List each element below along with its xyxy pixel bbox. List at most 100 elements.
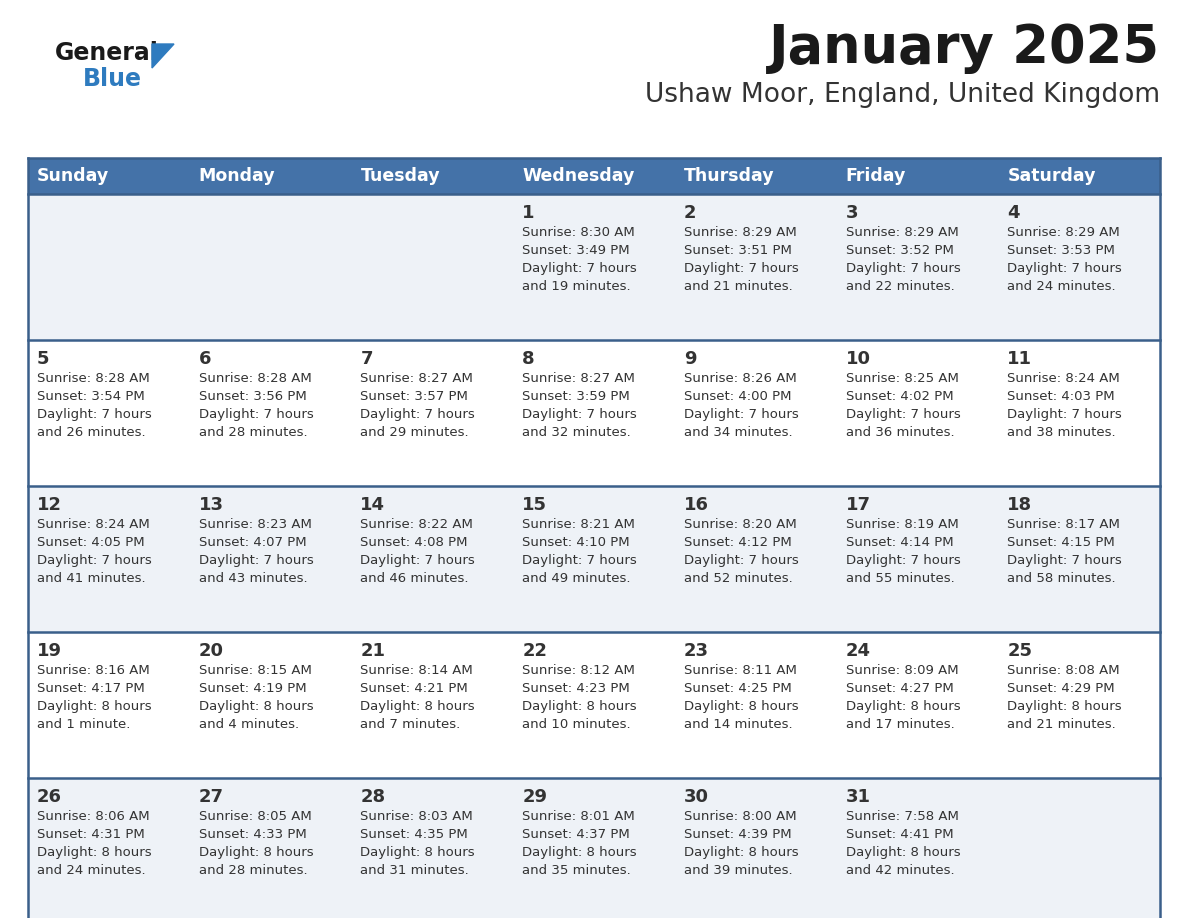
- Text: Daylight: 7 hours: Daylight: 7 hours: [1007, 408, 1121, 421]
- Bar: [29, 486, 190, 632]
- Text: Sunrise: 8:29 AM: Sunrise: 8:29 AM: [1007, 226, 1120, 239]
- Text: Sunrise: 8:03 AM: Sunrise: 8:03 AM: [360, 810, 473, 823]
- Text: 27: 27: [198, 788, 223, 806]
- Text: Sunset: 4:41 PM: Sunset: 4:41 PM: [846, 828, 953, 841]
- Text: Sunset: 3:53 PM: Sunset: 3:53 PM: [1007, 244, 1116, 257]
- Polygon shape: [152, 44, 173, 68]
- Text: Daylight: 7 hours: Daylight: 7 hours: [360, 408, 475, 421]
- Text: Daylight: 7 hours: Daylight: 7 hours: [1007, 262, 1121, 275]
- Text: 7: 7: [360, 350, 373, 368]
- Text: Sunrise: 8:08 AM: Sunrise: 8:08 AM: [1007, 664, 1120, 677]
- Text: 19: 19: [37, 642, 62, 660]
- Bar: [29, 158, 190, 194]
- Text: Sunset: 4:29 PM: Sunset: 4:29 PM: [1007, 682, 1114, 695]
- Text: and 34 minutes.: and 34 minutes.: [684, 426, 792, 439]
- Text: Friday: Friday: [846, 167, 906, 185]
- Text: Daylight: 8 hours: Daylight: 8 hours: [684, 846, 798, 859]
- Text: Sunset: 4:12 PM: Sunset: 4:12 PM: [684, 536, 791, 549]
- Text: 6: 6: [198, 350, 211, 368]
- Bar: [513, 194, 675, 340]
- Bar: [190, 632, 352, 778]
- Text: Sunset: 4:14 PM: Sunset: 4:14 PM: [846, 536, 953, 549]
- Text: Sunrise: 8:01 AM: Sunrise: 8:01 AM: [523, 810, 634, 823]
- Bar: [29, 778, 190, 918]
- Text: 17: 17: [846, 496, 871, 514]
- Text: and 19 minutes.: and 19 minutes.: [523, 280, 631, 293]
- Bar: [836, 778, 998, 918]
- Text: Monday: Monday: [198, 167, 276, 185]
- Text: Sunrise: 7:58 AM: Sunrise: 7:58 AM: [846, 810, 959, 823]
- Bar: [675, 486, 836, 632]
- Text: Sunrise: 8:22 AM: Sunrise: 8:22 AM: [360, 518, 473, 531]
- Text: Sunrise: 8:19 AM: Sunrise: 8:19 AM: [846, 518, 959, 531]
- Text: and 4 minutes.: and 4 minutes.: [198, 718, 299, 731]
- Text: and 14 minutes.: and 14 minutes.: [684, 718, 792, 731]
- Bar: [675, 194, 836, 340]
- Text: Sunrise: 8:28 AM: Sunrise: 8:28 AM: [198, 372, 311, 385]
- Text: and 49 minutes.: and 49 minutes.: [523, 572, 631, 585]
- Bar: [836, 194, 998, 340]
- Text: and 43 minutes.: and 43 minutes.: [198, 572, 308, 585]
- Text: Sunset: 4:08 PM: Sunset: 4:08 PM: [360, 536, 468, 549]
- Text: 28: 28: [360, 788, 386, 806]
- Text: and 35 minutes.: and 35 minutes.: [523, 864, 631, 877]
- Bar: [352, 194, 513, 340]
- Text: Sunset: 4:31 PM: Sunset: 4:31 PM: [37, 828, 145, 841]
- Text: Sunrise: 8:05 AM: Sunrise: 8:05 AM: [198, 810, 311, 823]
- Text: Daylight: 8 hours: Daylight: 8 hours: [846, 846, 960, 859]
- Bar: [836, 158, 998, 194]
- Text: Sunrise: 8:29 AM: Sunrise: 8:29 AM: [684, 226, 797, 239]
- Text: Sunrise: 8:14 AM: Sunrise: 8:14 AM: [360, 664, 473, 677]
- Text: Sunset: 3:54 PM: Sunset: 3:54 PM: [37, 390, 145, 403]
- Text: Daylight: 7 hours: Daylight: 7 hours: [523, 262, 637, 275]
- Text: and 46 minutes.: and 46 minutes.: [360, 572, 469, 585]
- Bar: [190, 486, 352, 632]
- Bar: [675, 778, 836, 918]
- Text: 22: 22: [523, 642, 548, 660]
- Bar: [190, 340, 352, 486]
- Text: Sunset: 4:39 PM: Sunset: 4:39 PM: [684, 828, 791, 841]
- Text: and 29 minutes.: and 29 minutes.: [360, 426, 469, 439]
- Bar: [998, 486, 1159, 632]
- Text: Sunrise: 8:00 AM: Sunrise: 8:00 AM: [684, 810, 796, 823]
- Bar: [29, 340, 190, 486]
- Text: Sunrise: 8:27 AM: Sunrise: 8:27 AM: [360, 372, 473, 385]
- Text: and 28 minutes.: and 28 minutes.: [198, 864, 308, 877]
- Text: Daylight: 7 hours: Daylight: 7 hours: [523, 408, 637, 421]
- Text: Daylight: 7 hours: Daylight: 7 hours: [360, 554, 475, 567]
- Text: Daylight: 7 hours: Daylight: 7 hours: [846, 554, 960, 567]
- Text: Sunrise: 8:28 AM: Sunrise: 8:28 AM: [37, 372, 150, 385]
- Bar: [190, 194, 352, 340]
- Text: Sunrise: 8:06 AM: Sunrise: 8:06 AM: [37, 810, 150, 823]
- Text: Daylight: 7 hours: Daylight: 7 hours: [198, 408, 314, 421]
- Text: Daylight: 7 hours: Daylight: 7 hours: [198, 554, 314, 567]
- Text: Sunset: 4:21 PM: Sunset: 4:21 PM: [360, 682, 468, 695]
- Text: 10: 10: [846, 350, 871, 368]
- Bar: [675, 632, 836, 778]
- Text: 23: 23: [684, 642, 709, 660]
- Text: Daylight: 7 hours: Daylight: 7 hours: [846, 408, 960, 421]
- Bar: [352, 778, 513, 918]
- Text: Daylight: 8 hours: Daylight: 8 hours: [198, 700, 314, 713]
- Bar: [352, 158, 513, 194]
- Bar: [190, 778, 352, 918]
- Text: Sunrise: 8:27 AM: Sunrise: 8:27 AM: [523, 372, 636, 385]
- Bar: [998, 194, 1159, 340]
- Text: Sunset: 4:00 PM: Sunset: 4:00 PM: [684, 390, 791, 403]
- Text: Sunset: 4:10 PM: Sunset: 4:10 PM: [523, 536, 630, 549]
- Text: Daylight: 8 hours: Daylight: 8 hours: [37, 700, 152, 713]
- Text: Sunrise: 8:29 AM: Sunrise: 8:29 AM: [846, 226, 959, 239]
- Text: and 17 minutes.: and 17 minutes.: [846, 718, 954, 731]
- Text: Daylight: 8 hours: Daylight: 8 hours: [198, 846, 314, 859]
- Text: and 38 minutes.: and 38 minutes.: [1007, 426, 1116, 439]
- Text: Sunset: 3:51 PM: Sunset: 3:51 PM: [684, 244, 791, 257]
- Text: and 58 minutes.: and 58 minutes.: [1007, 572, 1116, 585]
- Text: Sunset: 3:59 PM: Sunset: 3:59 PM: [523, 390, 630, 403]
- Text: 5: 5: [37, 350, 50, 368]
- Text: Ushaw Moor, England, United Kingdom: Ushaw Moor, England, United Kingdom: [645, 82, 1159, 108]
- Text: Sunrise: 8:09 AM: Sunrise: 8:09 AM: [846, 664, 959, 677]
- Text: and 10 minutes.: and 10 minutes.: [523, 718, 631, 731]
- Text: Sunset: 4:02 PM: Sunset: 4:02 PM: [846, 390, 953, 403]
- Text: 29: 29: [523, 788, 548, 806]
- Text: and 42 minutes.: and 42 minutes.: [846, 864, 954, 877]
